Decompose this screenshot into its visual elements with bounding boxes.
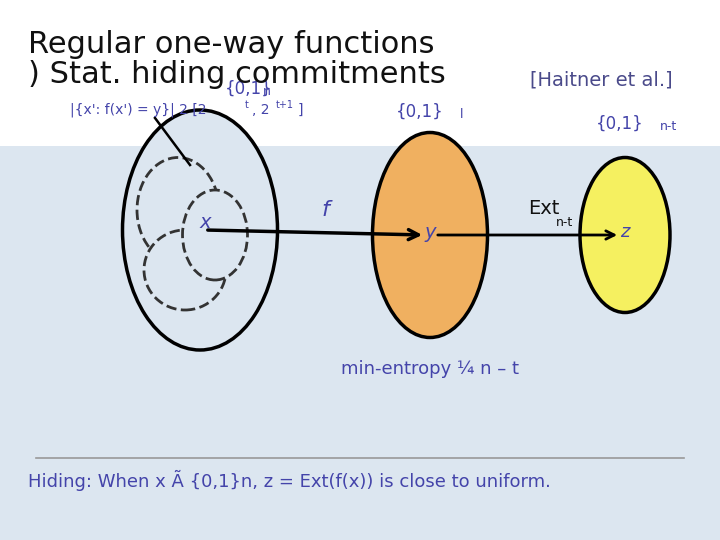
Text: ) Stat. hiding commitments: ) Stat. hiding commitments: [28, 60, 446, 89]
Ellipse shape: [372, 132, 487, 338]
Ellipse shape: [122, 110, 277, 350]
Text: |{x': f(x') = y}| 2 [2: |{x': f(x') = y}| 2 [2: [70, 103, 207, 117]
Text: l: l: [460, 107, 464, 120]
Text: min-entropy ¼ n – t: min-entropy ¼ n – t: [341, 360, 519, 377]
Text: t: t: [245, 100, 249, 110]
Bar: [0, 146, 720, 540]
Text: , 2: , 2: [252, 103, 269, 117]
Text: Hiding: When x Ã {0,1}n, z = Ext(f(x)) is close to uniform.: Hiding: When x Ã {0,1}n, z = Ext(f(x)) i…: [28, 469, 551, 490]
Text: z: z: [620, 223, 630, 241]
Text: n-t: n-t: [556, 215, 573, 228]
Ellipse shape: [144, 230, 226, 310]
Text: n: n: [263, 85, 271, 98]
Text: {0,1}: {0,1}: [596, 114, 644, 132]
Text: {0,1}: {0,1}: [225, 80, 273, 98]
Ellipse shape: [580, 158, 670, 313]
Ellipse shape: [182, 190, 248, 280]
Ellipse shape: [137, 158, 219, 262]
Text: f: f: [321, 200, 329, 220]
Text: Ext: Ext: [528, 199, 559, 218]
Text: x: x: [199, 213, 211, 232]
Text: ]: ]: [298, 103, 304, 117]
Text: n-t: n-t: [660, 119, 678, 132]
Text: {0,1}: {0,1}: [396, 103, 444, 120]
Text: t+1: t+1: [276, 100, 294, 110]
Text: Regular one-way functions: Regular one-way functions: [28, 30, 434, 59]
Text: [Haitner et al.]: [Haitner et al.]: [530, 70, 672, 89]
Bar: [0, 0, 720, 146]
Text: y: y: [424, 222, 436, 241]
